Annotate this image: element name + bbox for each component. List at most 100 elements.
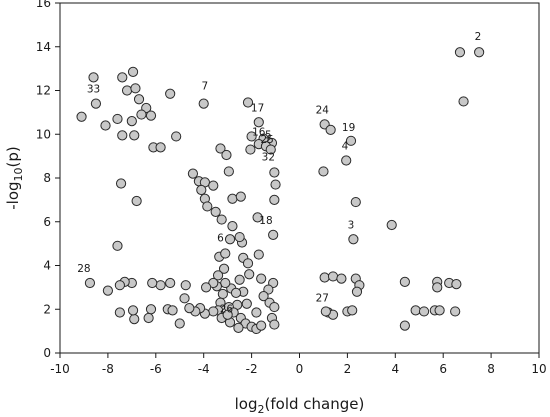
data-point [242, 258, 254, 269]
point-annotation: 2 [475, 31, 482, 43]
data-point [198, 98, 209, 109]
data-point [127, 305, 139, 316]
data-point [117, 130, 128, 141]
data-point [269, 167, 280, 178]
y-tick-label: 8 [43, 171, 51, 185]
point-annotation: 5 [265, 130, 272, 142]
data-point [180, 280, 191, 291]
point-annotation: 32 [262, 152, 275, 164]
y-tick-label: 4 [43, 259, 51, 273]
point-annotation: 7 [202, 80, 209, 92]
data-point [474, 47, 485, 58]
data-point [221, 149, 232, 161]
data-point [252, 212, 263, 223]
data-point [216, 214, 227, 225]
data-point [145, 304, 157, 315]
y-axis-label: -log10(p) [4, 146, 25, 210]
data-point [235, 191, 246, 202]
data-point [129, 130, 140, 141]
data-point [117, 72, 128, 83]
point-annotation: 16 [252, 126, 266, 138]
data-point [222, 309, 233, 320]
data-point [253, 249, 264, 260]
data-point [256, 273, 267, 284]
data-point [210, 206, 221, 218]
x-tick-label: -6 [150, 362, 162, 376]
data-point [202, 201, 213, 212]
data-point [341, 155, 352, 166]
data-point [90, 98, 102, 109]
data-point [196, 184, 207, 196]
data-point [325, 124, 336, 135]
y-tick-label: 14 [36, 40, 51, 54]
data-point [143, 312, 154, 324]
data-point [234, 231, 245, 243]
data-point [88, 72, 99, 83]
point-annotation: 19 [342, 122, 355, 134]
data-point [234, 274, 245, 285]
data-point [165, 277, 176, 289]
data-point [320, 306, 331, 317]
data-point [345, 135, 357, 146]
data-point [269, 319, 280, 330]
data-point [127, 66, 139, 78]
x-tick-label: 8 [487, 362, 495, 376]
data-point [165, 88, 176, 99]
data-point [432, 282, 443, 293]
x-axis: -10 -8 -6 -4 -2 0 2 4 6 8 10 [50, 353, 547, 376]
data-point [458, 96, 469, 107]
data-point [215, 143, 226, 154]
x-tick-label: -4 [198, 362, 210, 376]
data-point [136, 109, 147, 120]
data-point [318, 166, 329, 177]
data-point [258, 291, 269, 302]
data-point [114, 280, 125, 291]
data-point [319, 272, 330, 283]
data-point [269, 301, 280, 313]
data-point [131, 195, 142, 207]
data-point [147, 277, 158, 289]
data-point [265, 144, 276, 155]
x-tick-label: -2 [246, 362, 258, 376]
data-point [171, 131, 182, 142]
data-point [121, 85, 133, 96]
point-annotations: 2 33 7 17 24 16 525 19 4 32 18 3 6 28 27 26 [77, 31, 481, 315]
point-annotation: 4 [342, 141, 349, 153]
data-point [233, 322, 244, 333]
point-annotation: 33 [87, 84, 100, 96]
data-point [351, 286, 363, 297]
point-annotation: 28 [77, 263, 90, 275]
data-point [76, 111, 87, 122]
data-point [399, 320, 410, 331]
y-tick-label: 2 [43, 302, 51, 316]
data-point [242, 97, 254, 108]
data-point [269, 194, 280, 205]
data-point [224, 234, 236, 245]
data-point [187, 168, 199, 179]
data-point [241, 298, 252, 309]
data-point [454, 47, 466, 58]
data-point [112, 240, 123, 251]
data-point [251, 307, 262, 318]
point-annotation: 26 [220, 304, 234, 316]
y-tick-label: 12 [36, 84, 51, 98]
x-tick-label: 2 [344, 362, 352, 376]
y-tick-label: 10 [36, 127, 51, 141]
data-point [350, 196, 361, 208]
point-annotation: 17 [251, 102, 264, 114]
point-annotation: 25 [260, 134, 273, 146]
data-point [220, 277, 231, 289]
point-annotation: 6 [217, 232, 224, 244]
data-point [245, 144, 256, 155]
data-point [112, 113, 123, 125]
data-point [155, 142, 166, 153]
data-point [100, 120, 111, 131]
data-point [410, 305, 421, 316]
data-point [208, 306, 219, 317]
data-point [348, 234, 359, 245]
data-point [84, 277, 96, 289]
data-point [184, 303, 195, 314]
data-point [218, 263, 230, 274]
data-point [212, 270, 224, 281]
data-point [246, 131, 257, 142]
